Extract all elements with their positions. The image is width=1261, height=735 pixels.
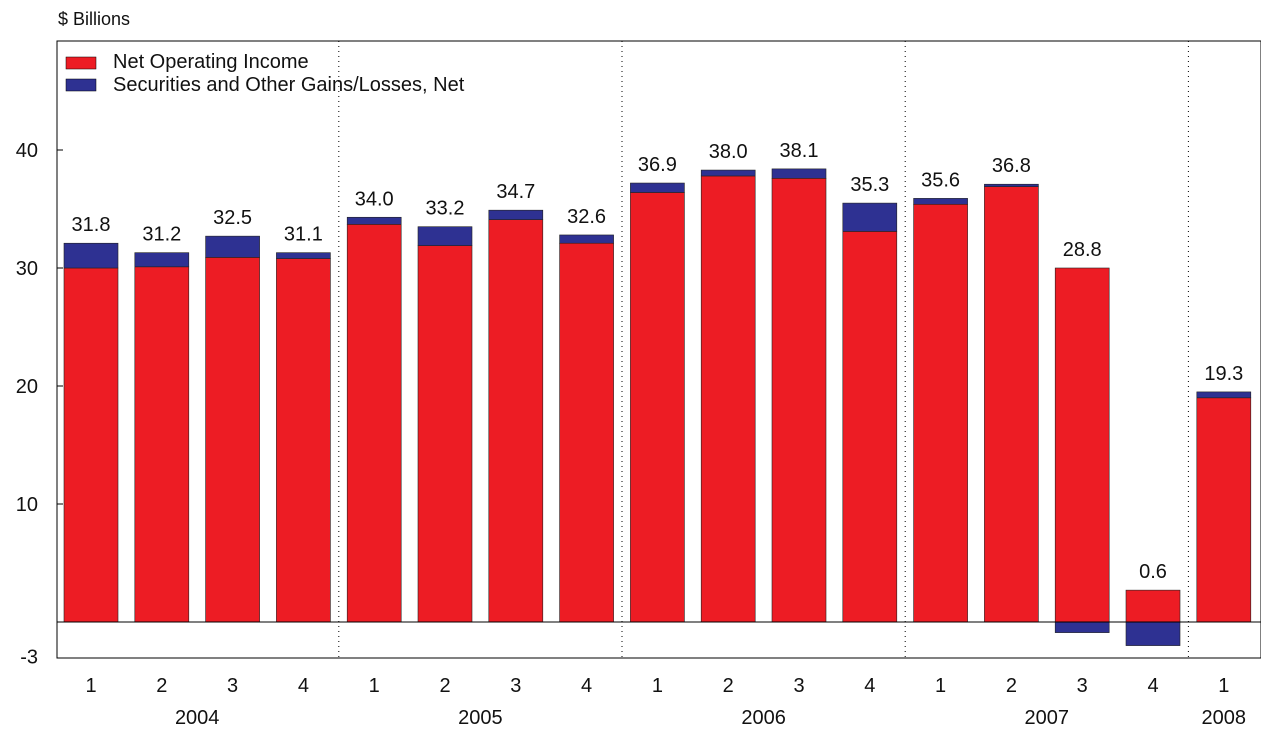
bar-securities-gains-losses	[913, 198, 968, 205]
bar-securities-gains-losses	[488, 209, 544, 220]
x-tick-label: 1	[1218, 675, 1229, 697]
bar-securities-gains-losses	[842, 202, 898, 232]
bar-total-label: 28.8	[1063, 239, 1102, 261]
bar-securities-gains-losses	[1196, 391, 1252, 399]
x-tick-label: 1	[935, 675, 946, 697]
x-tick-label: 3	[793, 675, 804, 697]
bar-total-label: 34.7	[496, 181, 535, 203]
x-year-label: 2004	[175, 707, 220, 729]
bar-securities-gains-losses	[559, 234, 614, 244]
legend-swatch-securities-gains-losses	[65, 78, 97, 92]
bar-total-label: 38.1	[780, 140, 819, 162]
x-tick-label: 4	[864, 675, 875, 697]
y-tick-label: 30	[16, 258, 38, 280]
bar-net-operating-income	[913, 203, 968, 623]
y-axis-label: $ Billions	[58, 9, 130, 29]
x-tick-label: 2	[156, 675, 167, 697]
legend-label-securities-gains-losses: Securities and Other Gains/Losses, Net	[113, 74, 465, 96]
bar-securities-gains-losses	[134, 252, 190, 268]
bar-total-label: 31.2	[142, 224, 181, 246]
x-tick-label: 1	[652, 675, 663, 697]
bar-securities-gains-losses	[1125, 621, 1181, 646]
bar-net-operating-income	[771, 178, 827, 623]
x-year-label: 2005	[458, 707, 503, 729]
bar-net-operating-income	[630, 192, 685, 623]
bar-total-label: 32.5	[213, 207, 252, 229]
bar-securities-gains-losses	[205, 235, 260, 258]
bar-total-label: 31.8	[72, 214, 111, 236]
bar-net-operating-income	[205, 257, 260, 623]
bar-net-operating-income	[417, 245, 473, 623]
bar-net-operating-income	[559, 242, 614, 623]
legend-swatch-net-operating-income	[65, 56, 97, 70]
x-tick-label: 2	[1006, 675, 1017, 697]
bar-net-operating-income	[276, 258, 331, 623]
bar-total-label: 32.6	[567, 206, 606, 228]
bar-net-operating-income	[134, 266, 190, 623]
bar-securities-gains-losses	[1054, 621, 1110, 633]
y-axis-ticks: 10 20 30 40 -3	[16, 140, 63, 668]
bar-total-label: 0.6	[1139, 561, 1167, 583]
bar-securities-gains-losses	[984, 183, 1039, 187]
y-tick-label: 20	[16, 376, 38, 398]
bar-total-label: 33.2	[426, 198, 465, 220]
y-tick-label: 40	[16, 140, 38, 162]
bar-net-operating-income	[984, 186, 1039, 623]
bar-securities-gains-losses	[700, 169, 756, 177]
x-axis-labels: 1 2 3 4 1 2 3 4 1 2 3 4 1 2 3 4 1 2004 2005 2006 2007 2008	[85, 675, 1246, 729]
bar-net-operating-income	[1054, 267, 1110, 623]
bar-net-operating-income	[488, 219, 544, 623]
legend-label-net-operating-income: Net Operating Income	[113, 51, 309, 73]
bars: 31.8 31.2 32.5 31.1 34.0 33.2 34.7 32.6 36.9 38.0…	[63, 140, 1252, 646]
bar-securities-gains-losses	[276, 252, 331, 259]
bar-net-operating-income	[842, 231, 898, 623]
bar-total-label: 35.3	[850, 174, 889, 196]
bar-net-operating-income	[63, 267, 119, 623]
x-year-label: 2007	[1025, 707, 1070, 729]
x-tick-label: 1	[369, 675, 380, 697]
bar-total-label: 19.3	[1204, 363, 1243, 385]
bar-total-label: 31.1	[284, 224, 323, 246]
bar-net-operating-income	[700, 175, 756, 623]
bar-total-label: 34.0	[355, 188, 394, 210]
x-tick-label: 2	[723, 675, 734, 697]
x-tick-label: 1	[85, 675, 96, 697]
bar-securities-gains-losses	[417, 226, 473, 246]
bar-total-label: 36.9	[638, 154, 677, 176]
bar-securities-gains-losses	[63, 242, 119, 269]
bar-net-operating-income	[1125, 589, 1181, 623]
x-tick-label: 2	[439, 675, 450, 697]
x-tick-label: 3	[1077, 675, 1088, 697]
plot-frame	[56, 40, 1261, 659]
x-tick-label: 3	[510, 675, 521, 697]
bar-total-label: 38.0	[709, 141, 748, 163]
x-year-label: 2006	[741, 707, 786, 729]
bar-net-operating-income	[346, 224, 402, 623]
x-tick-label: 4	[581, 675, 592, 697]
bar-securities-gains-losses	[630, 182, 685, 193]
legend: Net Operating Income Securities and Othe…	[65, 51, 465, 96]
x-tick-label: 4	[298, 675, 309, 697]
bar-net-operating-income	[1196, 397, 1252, 623]
y-tick-label: 10	[16, 494, 38, 516]
bar-securities-gains-losses	[346, 216, 402, 225]
y-tick-label-min: -3	[20, 646, 38, 668]
x-tick-label: 4	[1147, 675, 1158, 697]
bar-total-label: 35.6	[921, 169, 960, 191]
x-tick-label: 3	[227, 675, 238, 697]
bar-securities-gains-losses	[771, 168, 827, 179]
bar-total-label: 36.8	[992, 155, 1031, 177]
x-year-label: 2008	[1202, 707, 1247, 729]
